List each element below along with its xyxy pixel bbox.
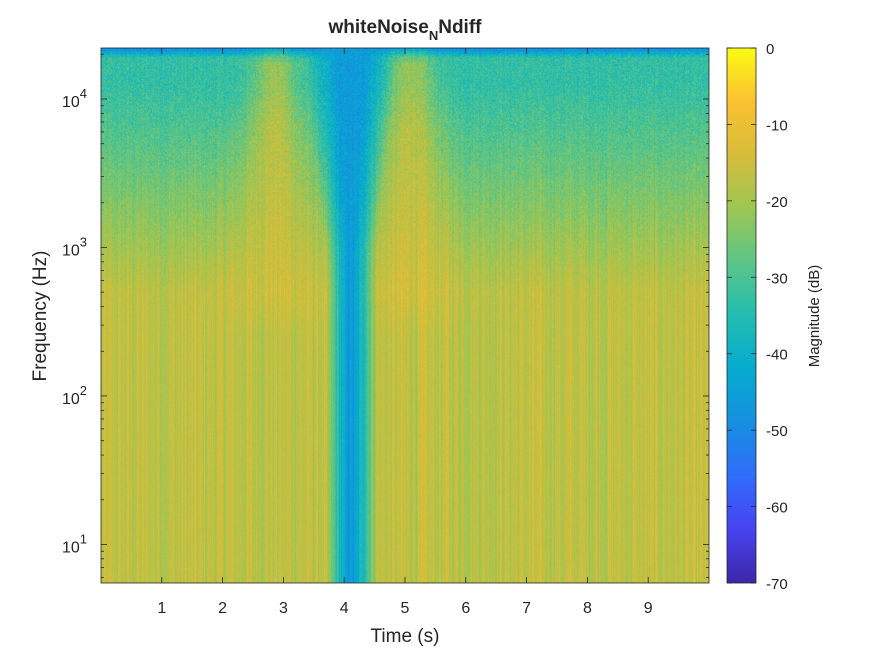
colorbar-tick-label: -30 [766,270,788,287]
colorbar-tick-label: -70 [766,576,788,593]
y-tick-label: 103 [62,234,87,259]
x-tick-label: 4 [340,600,349,617]
y-axis-label: Frequency (Hz) [30,251,51,382]
colorbar-tick-label: -40 [766,347,788,364]
y-tick-label: 102 [62,383,87,408]
x-tick-label: 9 [644,600,653,617]
x-tick-label: 2 [218,600,227,617]
x-tick-label: 7 [522,600,531,617]
colorbar-tick-label: -50 [766,423,788,440]
colorbar: 0 -10 -20 -30 -40 -50 -60 -70 Magnitude (dB) [726,41,823,593]
colorbar-tick-label: 0 [766,41,774,58]
x-axis-label: Time (s) [371,626,440,647]
x-tick-label: 6 [461,600,470,617]
colorbar-tick-label: -10 [766,117,788,134]
x-tick-label: 8 [583,600,592,617]
x-axis: 1 2 3 4 5 6 7 8 9 [157,48,653,617]
spectrogram-heatmap [101,48,709,583]
x-tick-label: 3 [279,600,288,617]
colorbar-tick-label: -60 [766,500,788,517]
colorbar-tick-label: -20 [766,194,788,211]
x-tick-label: 5 [401,600,410,617]
spectrogram-plot-area [100,47,710,584]
y-tick-label: 101 [62,531,87,556]
y-axis: 101 102 103 104 [62,53,709,578]
colorbar-label: Magnitude (dB) [806,265,823,368]
colorbar-axis: 0 -10 -20 -30 -40 -50 -60 -70 [727,41,788,593]
x-tick-label: 1 [157,600,166,617]
chart-title: whiteNoiseNNdiff [328,17,483,43]
y-tick-label: 104 [62,86,87,111]
colorbar-gradient [727,48,756,583]
colorbar-frame [726,47,757,584]
